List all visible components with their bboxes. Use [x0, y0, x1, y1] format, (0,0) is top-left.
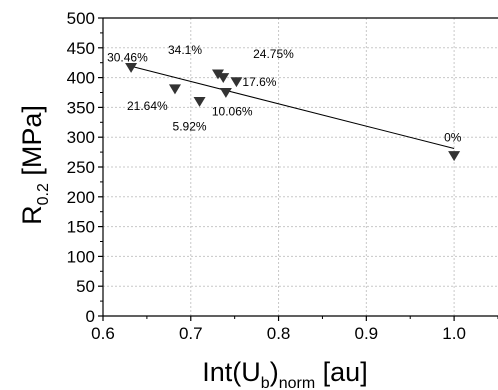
- data-point: [211, 69, 224, 80]
- y-tick-label: 350: [67, 98, 95, 117]
- x-tick-label: 0.8: [267, 324, 291, 343]
- point-label: 30.46%: [107, 50, 148, 64]
- y-tick-label: 100: [67, 247, 95, 266]
- y-tick-label: 300: [67, 128, 95, 147]
- grid-lines: [103, 18, 498, 316]
- y-axis-title: R0.2 [MPa]: [17, 105, 52, 225]
- point-label: 0%: [444, 131, 462, 145]
- y-tick-label: 500: [67, 9, 95, 28]
- y-axis-title-main: R: [17, 205, 47, 225]
- y-tick-label: 400: [67, 69, 95, 88]
- point-label: 34.1%: [168, 43, 202, 57]
- x-tick-label: 1.0: [442, 324, 466, 343]
- point-label: 21.64%: [127, 99, 168, 113]
- x-tick-label: 0.9: [355, 324, 379, 343]
- trendline-layer: [130, 65, 455, 150]
- y-axis-title-unit: [MPa]: [17, 105, 47, 183]
- x-tick-label: 0.7: [179, 324, 203, 343]
- x-axis-title-sub2: norm: [279, 375, 315, 390]
- data-points: [125, 62, 461, 162]
- x-axis-title-main: Int(U: [202, 357, 261, 387]
- data-point: [168, 84, 181, 95]
- y-axis-title-sub: 0.2: [35, 183, 52, 205]
- data-point: [230, 77, 243, 88]
- data-point: [448, 151, 461, 162]
- point-labels: 30.46% 21.64% 5.92% 34.1% 10.06% 17.6% 0% 24.75…: [107, 43, 462, 145]
- point-label: 5.92%: [173, 119, 207, 133]
- x-axis-title-close: ): [270, 357, 279, 387]
- x-axis-title-unit: [au]: [315, 357, 368, 387]
- y-tick-label: 150: [67, 218, 95, 237]
- x-axis-title: Int(Ub)norm [au]: [202, 357, 367, 390]
- y-tick-label: 0: [86, 307, 95, 326]
- data-point: [217, 73, 230, 83]
- data-point: [193, 96, 206, 107]
- axes: [98, 17, 498, 321]
- y-tick-label: 50: [76, 277, 95, 296]
- data-point: [125, 62, 138, 73]
- point-label: 17.6%: [242, 75, 276, 89]
- point-label: 24.75%: [253, 47, 294, 61]
- trendline: [130, 65, 455, 150]
- tick-labels: 0 50 100 150 200 250 300 350 400 450 500 0.6 0.7 0.8 0…: [67, 9, 466, 343]
- point-label: 10.06%: [212, 105, 253, 119]
- y-tick-label: 450: [67, 39, 95, 58]
- y-tick-label: 200: [67, 188, 95, 207]
- data-point: [219, 88, 232, 98]
- x-tick-label: 0.6: [91, 324, 115, 343]
- y-tick-label: 250: [67, 158, 95, 177]
- x-axis-title-sub1: b: [261, 375, 270, 390]
